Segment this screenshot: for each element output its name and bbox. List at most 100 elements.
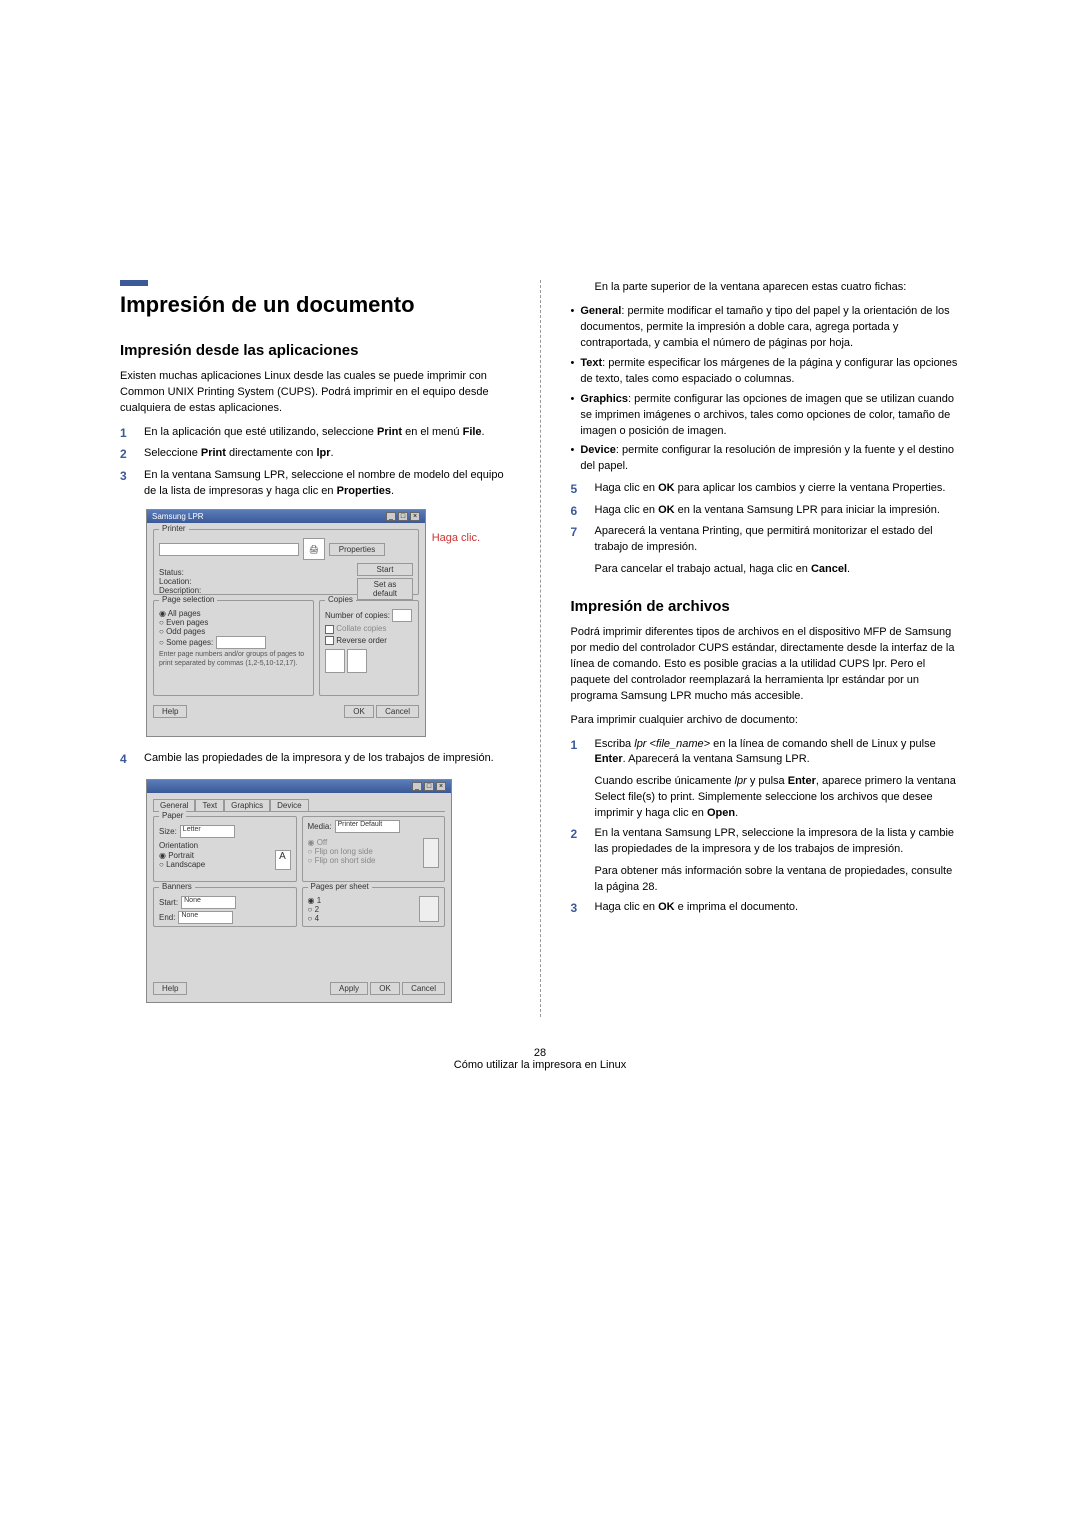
tab-device[interactable]: Device — [270, 799, 308, 811]
screenshot-lpr: Samsung LPR _ □ × Printer 🖨 Properties — [146, 509, 426, 737]
portrait-radio[interactable]: Portrait — [159, 851, 272, 860]
left-column: Impresión de un documento Impresión desd… — [120, 280, 510, 1017]
steps-b: 4 Cambie las propiedades de la impresora… — [120, 751, 510, 768]
start-button[interactable]: Start — [357, 563, 413, 576]
tab-text-item: Text: permite especificar los márgenes d… — [571, 356, 961, 388]
pp4[interactable]: 4 — [308, 914, 417, 923]
orient-label: Orientation — [159, 841, 291, 850]
max-icon[interactable]: □ — [424, 782, 434, 791]
even-radio[interactable]: Even pages — [159, 618, 308, 627]
t: lpr — [735, 775, 747, 787]
collate-label: Collate copies — [336, 624, 386, 633]
setdefault-button[interactable]: Set as default — [357, 578, 413, 600]
t: Haga clic en — [595, 901, 659, 913]
section-bar — [120, 280, 148, 286]
pp1[interactable]: 1 — [308, 896, 417, 905]
step-4: 4 Cambie las propiedades de la impresora… — [120, 751, 510, 768]
t: Cambie las propiedades de la impresora y… — [144, 751, 510, 768]
t: Aparecerá la ventana Printing, que permi… — [595, 525, 933, 553]
t: lpr — [316, 447, 330, 459]
grp-banners: Banners — [159, 882, 195, 891]
t: Graphics — [580, 393, 628, 405]
min-icon[interactable]: _ — [386, 512, 396, 521]
tab-graphics-item: Graphics: permite configurar las opcione… — [571, 392, 961, 440]
pp2[interactable]: 2 — [308, 905, 417, 914]
t: En la aplicación que esté utilizando, se… — [144, 426, 377, 438]
t: Haga clic en — [595, 482, 659, 494]
t: En la ventana Samsung LPR, seleccione la… — [595, 827, 955, 855]
t: y pulsa — [747, 775, 788, 787]
end-label: End: — [159, 913, 175, 922]
reverse-label: Reverse order — [336, 636, 387, 645]
ss1-titlebar: Samsung LPR _ □ × — [147, 510, 425, 523]
duplex-icon — [423, 838, 439, 868]
ok-button[interactable]: OK — [370, 982, 400, 995]
size-combo[interactable]: Letter — [180, 825, 235, 838]
close-icon[interactable]: × — [436, 782, 446, 791]
odd-radio[interactable]: Odd pages — [159, 627, 308, 636]
step-1: 1 En la aplicación que esté utilizando, … — [120, 425, 510, 442]
t: File — [463, 426, 482, 438]
t: En la ventana Samsung LPR, seleccione el… — [144, 469, 504, 497]
duplex-off[interactable]: Off — [308, 838, 421, 847]
max-icon[interactable]: □ — [398, 512, 408, 521]
collate-icon — [325, 649, 345, 673]
t: para aplicar los cambios y cierre la ven… — [675, 482, 946, 494]
t: Para cancelar el trabajo actual, haga cl… — [595, 563, 811, 575]
right-column: En la parte superior de la ventana apare… — [571, 280, 961, 1017]
t: . — [735, 807, 738, 819]
flip-long[interactable]: Flip on long side — [308, 847, 421, 856]
orient-icon: A — [275, 850, 291, 870]
t: . Aparecerá la ventana Samsung LPR. — [623, 753, 810, 765]
endb-combo[interactable]: None — [178, 911, 233, 924]
sub-title-apps: Impresión desde las aplicaciones — [120, 342, 510, 359]
desc-label: Description: — [159, 586, 349, 595]
help-button[interactable]: Help — [153, 982, 187, 995]
media-label: Media: — [308, 822, 332, 831]
t: Device — [580, 444, 615, 456]
somepages-input[interactable] — [216, 636, 266, 649]
sub-title-files: Impresión de archivos — [571, 598, 961, 615]
column-divider — [540, 280, 541, 1017]
t: : permite configurar la resolución de im… — [580, 444, 954, 472]
landscape-radio[interactable]: Landscape — [159, 860, 272, 869]
flip-short[interactable]: Flip on short side — [308, 856, 421, 865]
cancel-button[interactable]: Cancel — [376, 705, 419, 718]
ok-button[interactable]: OK — [344, 705, 374, 718]
cancel-para: Para cancelar el trabajo actual, haga cl… — [595, 562, 961, 578]
callout-click: Haga clic. — [432, 532, 480, 544]
allpages-radio[interactable]: All pages — [159, 609, 308, 618]
printer-combo[interactable] — [159, 543, 299, 556]
cancel-button[interactable]: Cancel — [402, 982, 445, 995]
properties-button[interactable]: Properties — [329, 543, 385, 556]
columns: Impresión de un documento Impresión desd… — [120, 280, 960, 1017]
reverse-check[interactable] — [325, 636, 334, 645]
step-6: 6 Haga clic en OK en la ventana Samsung … — [571, 503, 961, 520]
some-radio[interactable]: Some pages: — [159, 638, 213, 647]
steps-files: 1 Escriba lpr <file_name> en la línea de… — [571, 737, 961, 918]
t: Open — [707, 807, 735, 819]
screenshot-properties: _ □ × General Text Graphics Device — [146, 779, 452, 1003]
tab-text[interactable]: Text — [195, 799, 224, 811]
steps-c: 5 Haga clic en OK para aplicar los cambi… — [571, 481, 961, 578]
tab-graphics[interactable]: Graphics — [224, 799, 270, 811]
apply-button[interactable]: Apply — [330, 982, 368, 995]
t: OK — [658, 482, 675, 494]
t: Text — [580, 357, 602, 369]
ss1-title: Samsung LPR — [152, 512, 204, 521]
copies-input[interactable] — [392, 609, 412, 622]
fstep-3: 3 Haga clic en OK e imprima el documento… — [571, 900, 961, 917]
close-icon[interactable]: × — [410, 512, 420, 521]
grp-printer: Printer — [159, 524, 189, 533]
collate-check[interactable] — [325, 625, 334, 634]
min-icon[interactable]: _ — [412, 782, 422, 791]
t: . — [331, 447, 334, 459]
tab-general[interactable]: General — [153, 799, 195, 811]
fstep-1: 1 Escriba lpr <file_name> en la línea de… — [571, 737, 961, 823]
t: : permite especificar los márgenes de la… — [580, 357, 957, 385]
ppsheet-icon — [419, 896, 439, 922]
media-combo[interactable]: Printer Default — [335, 820, 400, 833]
help-button[interactable]: Help — [153, 705, 187, 718]
f1-para2: Cuando escribe únicamente lpr y pulsa En… — [595, 774, 961, 822]
startb-combo[interactable]: None — [181, 896, 236, 909]
